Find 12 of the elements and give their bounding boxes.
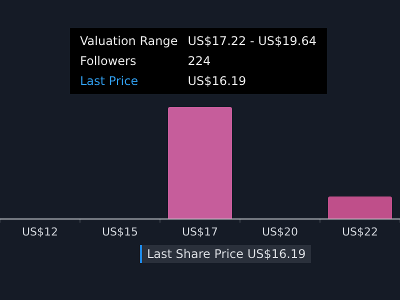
text: US$16.19 (188, 74, 248, 88)
text: Last Share Price US$16.19 (140, 244, 311, 263)
x-tick-label: US$15 (102, 225, 138, 238)
text: Valuation Range (80, 34, 178, 48)
x-tick-label: US$20 (262, 225, 298, 238)
text: Last Price (80, 74, 140, 88)
text: Followers (80, 54, 138, 68)
text: 224 (188, 54, 212, 68)
x-tick-label: US$12 (22, 225, 58, 238)
x-tick-label: US$22 (342, 225, 378, 238)
x-tick-label: US$17 (182, 225, 218, 238)
text: US$17.22 - US$19.64 (188, 34, 317, 48)
